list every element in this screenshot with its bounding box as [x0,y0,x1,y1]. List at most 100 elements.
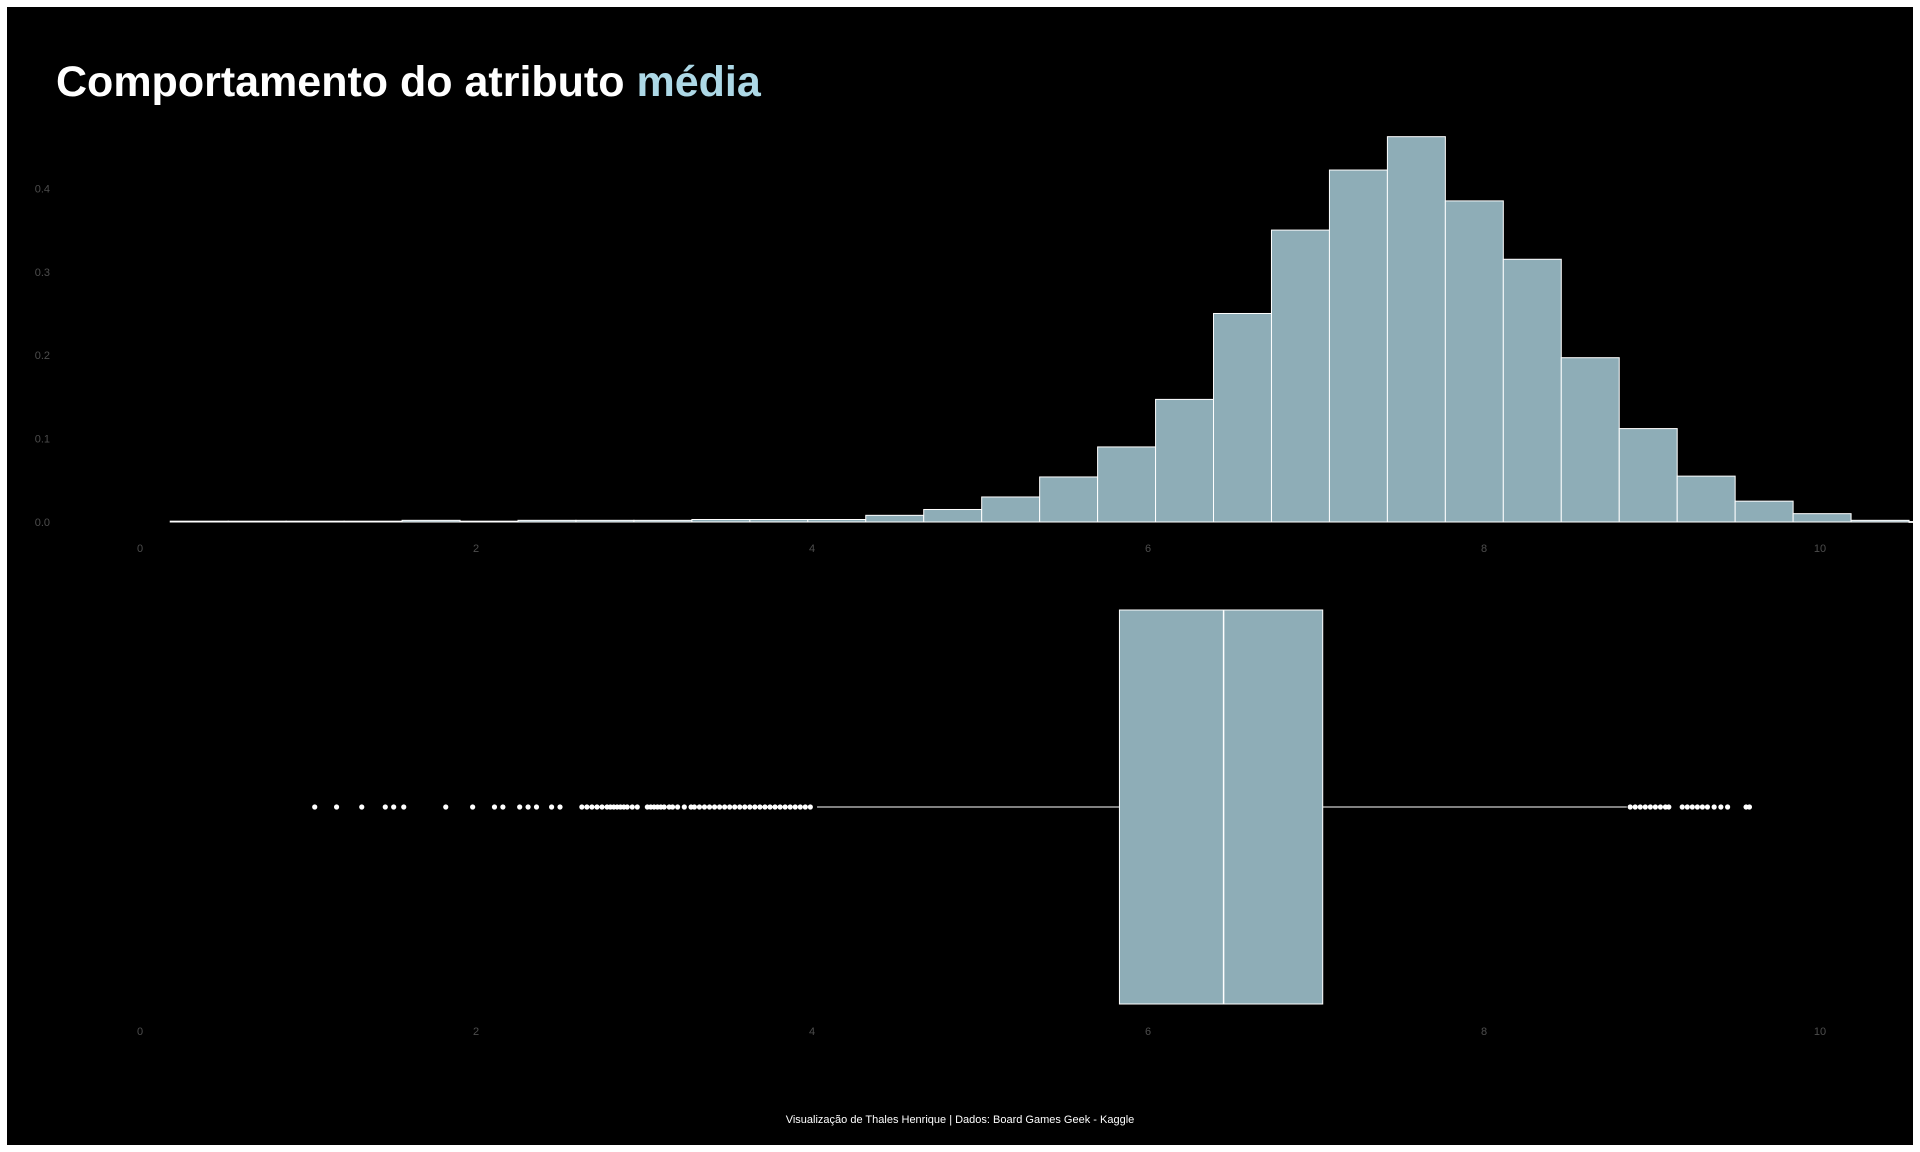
boxplot-outlier-point [1666,804,1672,810]
boxplot-x-tick-label: 8 [1481,1026,1487,1038]
chart-title: Comportamento do atributo média [56,61,761,104]
boxplot-outlier-point [1652,804,1658,810]
boxplot-outlier-point [624,804,630,810]
histogram-bar [1270,229,1330,523]
boxplot-outlier-point [1647,804,1653,810]
boxplot-outlier-point [391,804,397,810]
histogram-bar [1560,357,1620,523]
histogram-x-tick-label: 10 [1814,543,1826,555]
histogram-bar [1213,312,1272,523]
chart-canvas: 0 2 4 6 8 10 0.0 0.1 0.2 0.3 0.4 0 2 4 6 8 10 [35,136,1913,1038]
boxplot-outlier-point [787,804,793,810]
boxplot-outlier-point [333,804,340,810]
boxplot-outlier-point [722,804,728,810]
boxplot-outlier-point [1725,804,1731,810]
histogram-bar [1792,513,1852,523]
boxplot-outlier-point [1704,804,1711,810]
boxplot-outlier-point [807,804,813,810]
boxplot-outlier-point [797,804,803,810]
histogram-x-tick-label: 8 [1481,543,1487,555]
boxplot-outlier-point [599,804,605,810]
histogram-bar [923,508,983,523]
boxplot-outlier-point [747,804,753,810]
boxplot-box [1118,609,1324,1005]
boxplot-outlier-point [669,804,676,810]
histogram-bar [401,519,461,523]
boxplot-outlier-point [382,804,388,810]
histogram-bar [749,518,809,523]
histogram-bar [1386,136,1446,523]
histogram-bar [169,520,229,523]
boxplot-x-tick-label: 10 [1814,1026,1826,1038]
histogram-x-tick-label: 2 [473,543,479,555]
boxplot-outlier-point [691,804,698,810]
boxplot-outlier-point [762,804,768,810]
boxplot-outlier-point [594,804,600,810]
boxplot-outlier-point [1627,804,1633,810]
histogram-bar [1908,521,1913,523]
boxplot-outlier-point [359,804,365,810]
chart-frame: Comportamento do atributo média 0 2 4 6 8 10 0… [7,7,1913,1145]
boxplot-outlier-point [1711,804,1717,810]
boxplot-outlier-point [517,804,523,810]
boxplot-outlier-point [470,804,476,810]
boxplot-outlier-point [772,804,778,810]
boxplot-outlier-point [727,804,733,810]
histogram-x-tick-label: 4 [809,543,815,555]
histogram-x-tick-label: 6 [1145,543,1151,555]
histogram-bar [1155,398,1215,523]
boxplot-outlier-point [711,804,718,810]
boxplot-outlier-point [634,804,640,810]
boxplot-outlier-point [1679,804,1685,810]
boxplot-outlier-point [1689,804,1695,810]
histogram-bar [1039,476,1099,523]
histogram-bar [1502,258,1562,523]
boxplot-outlier-point [661,804,667,810]
boxplot-outlier-point [533,804,540,810]
histogram-bar [285,520,345,523]
boxplot-outlier-point [1657,804,1663,810]
boxplot-x-tick-label: 4 [809,1026,815,1038]
histogram-bar [459,520,519,523]
boxplot-x-tick-label: 2 [473,1026,479,1038]
boxplot-outlier-point [584,804,590,810]
boxplot-outlier-point [742,804,748,810]
histogram-bar [981,496,1041,523]
boxplot-outlier-point [802,804,808,810]
boxplot-outlier-point [579,804,585,810]
boxplot-outlier-point [737,804,743,810]
boxplot-outlier-point [549,804,555,810]
boxplot-outlier-point [701,804,708,810]
histogram-bar [633,519,693,523]
boxplot-outlier-point [1632,804,1638,810]
boxplot-outlier-point [675,804,681,810]
boxplot-outlier-point [1694,804,1700,810]
histogram-y-tick-label: 0.3 [35,267,50,279]
title-prefix: Comportamento do atributo [56,58,637,106]
histogram-bar [575,519,635,523]
histogram-bar [1444,200,1504,523]
boxplot-outlier-point [443,804,449,810]
histogram-bar [343,520,403,523]
histogram-bar [691,518,751,523]
histogram-y-tick-label: 0.1 [35,434,50,446]
histogram-bar [517,519,577,523]
histogram-bar [807,518,867,523]
boxplot-x-tick-label: 6 [1145,1026,1151,1038]
histogram-bar [227,520,287,523]
boxplot-outlier-point [681,804,687,810]
boxplot-outlier-point [1699,804,1705,810]
boxplot-panel: 0 2 4 6 8 10 [137,609,1826,1038]
boxplot-outlier-point [752,804,758,810]
boxplot-outlier-point [629,804,635,810]
boxplot-outlier-point [717,804,723,810]
histogram-bar [1676,475,1736,523]
boxplot-outlier-point [312,804,318,810]
histogram-y-tick-label: 0.2 [35,350,50,362]
histogram-bar [1328,169,1388,523]
caption: Visualização de Thales Henrique | Dados:… [785,1114,1135,1126]
boxplot-outlier-point [525,804,531,810]
boxplot-outlier-point [1637,804,1643,810]
histogram-y-tick-label: 0.0 [35,517,50,529]
histogram-bar [1734,500,1794,523]
